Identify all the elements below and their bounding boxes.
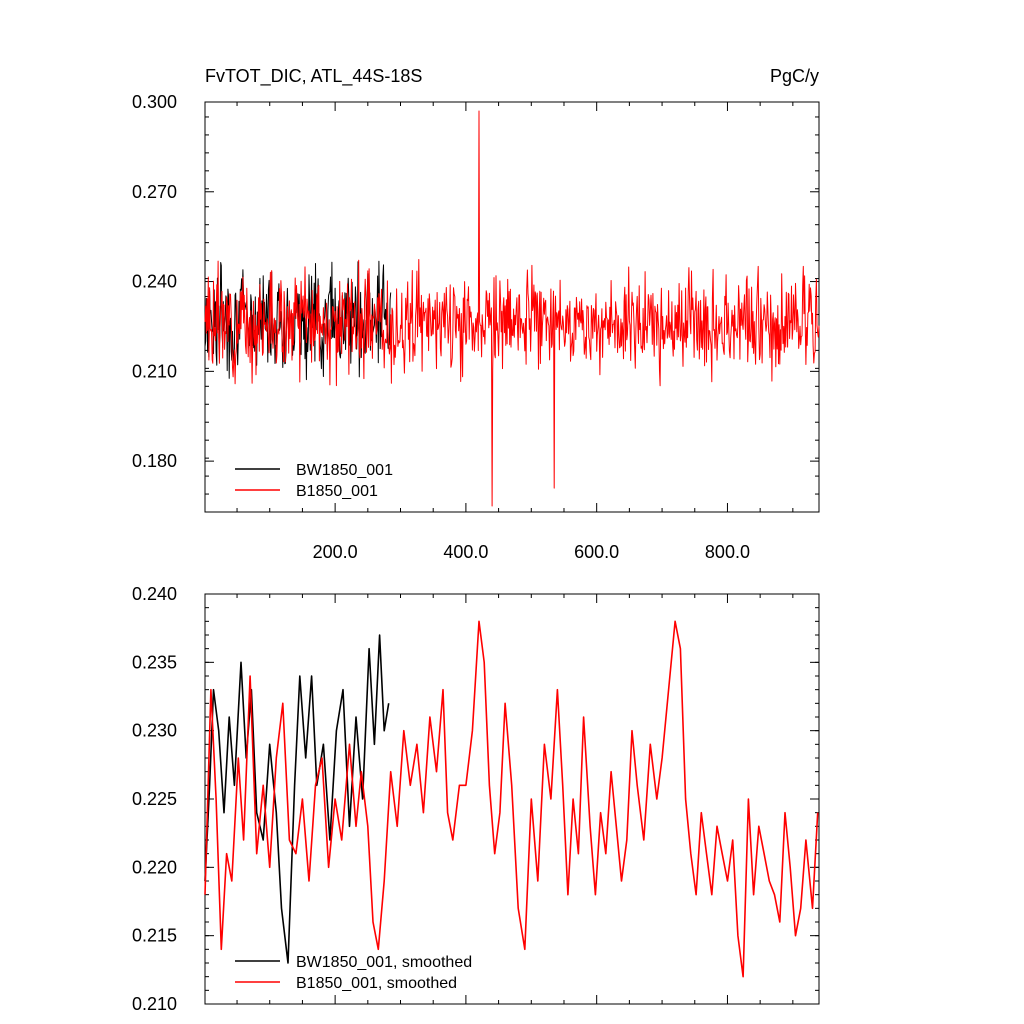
bottom-ytick-label: 0.240 — [132, 584, 177, 604]
bottom-ytick-label: 0.225 — [132, 789, 177, 809]
top-xtick-label: 200.0 — [313, 542, 358, 562]
top-chart-title: FvTOT_DIC, ATL_44S-18S — [205, 66, 422, 87]
top-ytick-label: 0.210 — [132, 361, 177, 381]
bottom-series-line-1 — [204, 620, 819, 978]
top-xtick-label: 800.0 — [705, 542, 750, 562]
bottom-ytick-label: 0.230 — [132, 721, 177, 741]
bottom-axes: 0.210 0.215 0.220 0.225 0.230 0.235 0.240 — [132, 584, 819, 1014]
bottom-series-group — [204, 620, 819, 978]
bottom-legend: BW1850_001, smoothed B1850_001, smoothed — [235, 954, 472, 992]
top-axes: 0.180 0.210 0.240 0.270 0.300 200.0 400.0 600.0… — [132, 92, 819, 562]
top-legend-label-b: B1850_001 — [296, 483, 378, 500]
top-legend-label-bw: BW1850_001 — [296, 462, 393, 479]
bottom-legend-label-bw: BW1850_001, smoothed — [296, 954, 472, 971]
top-xtick-label: 600.0 — [574, 542, 619, 562]
top-ytick-label: 0.240 — [132, 272, 177, 292]
bottom-ytick-label: 0.215 — [132, 926, 177, 946]
bottom-legend-label-b: B1850_001, smoothed — [296, 975, 457, 992]
bottom-ytick-label: 0.210 — [132, 994, 177, 1014]
top-unit-label: PgC/y — [770, 66, 819, 86]
top-legend: BW1850_001 B1850_001 — [235, 462, 393, 500]
top-series-group — [204, 110, 820, 507]
top-xtick-label: 400.0 — [443, 542, 488, 562]
panel-top: FvTOT_DIC, ATL_44S-18S PgC/y 0.1800.2100… — [132, 66, 820, 562]
top-series-line-1 — [204, 110, 820, 507]
bottom-series-line-0 — [204, 634, 390, 964]
bottom-ytick-label: 0.235 — [132, 652, 177, 672]
top-plot-frame — [204, 101, 820, 513]
panel-bottom: 0.210 0.215 0.220 0.225 0.230 0.235 0.240 BW18… — [132, 584, 820, 1014]
top-ytick-label: 0.270 — [132, 182, 177, 202]
bottom-ytick-label: 0.220 — [132, 857, 177, 877]
top-ytick-label: 0.300 — [132, 92, 177, 112]
top-ytick-label: 0.180 — [132, 451, 177, 471]
